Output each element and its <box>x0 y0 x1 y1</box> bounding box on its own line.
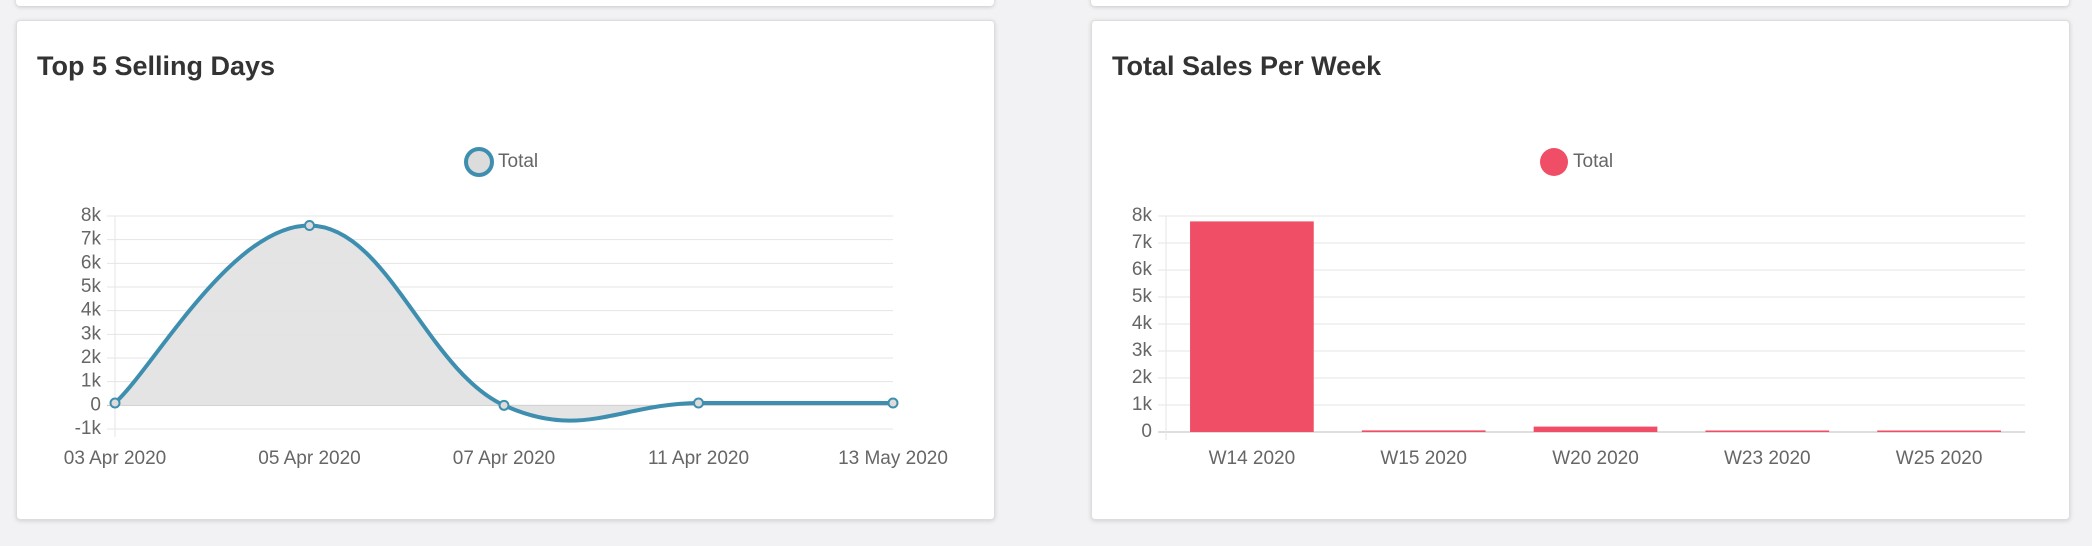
previous-card-edge <box>1091 0 2069 6</box>
data-point <box>109 397 121 409</box>
legend-label: Total <box>498 151 538 172</box>
bar <box>1705 430 1830 432</box>
y-tick-label: 4k <box>81 300 102 321</box>
y-tick-label: 5k <box>1132 286 1153 307</box>
data-point <box>498 399 510 411</box>
y-tick-label: 3k <box>1132 340 1153 361</box>
x-tick-label: W15 2020 <box>1380 448 1467 469</box>
data-point <box>887 397 899 409</box>
y-tick-label: -1k <box>75 418 102 439</box>
total-sales-per-week-chart: Total 8k 7k 6k 5k 4k 3k 2k 1k 0 W14 2020 W15 2020 W2… <box>1132 148 2025 469</box>
y-tick-label: 7k <box>81 229 102 250</box>
legend-label: Total <box>1573 151 1613 172</box>
x-tick-label: 07 Apr 2020 <box>453 448 555 469</box>
bar <box>1533 426 1658 432</box>
data-point <box>304 219 315 231</box>
series-line <box>113 223 894 423</box>
legend-marker <box>464 147 494 177</box>
y-tick-label: 1k <box>1132 394 1153 415</box>
x-tick-label: 03 Apr 2020 <box>64 448 166 469</box>
previous-card-edge <box>16 0 994 6</box>
x-tick-label: 11 Apr 2020 <box>648 448 749 469</box>
y-tick-label: 8k <box>81 205 102 226</box>
data-point <box>693 397 704 409</box>
x-tick-label: W14 2020 <box>1209 448 1296 469</box>
total-sales-per-week-card: Total Sales Per Week Total 8k 7k 6k 5k 4k 3k 2k… <box>1091 20 2070 520</box>
x-tick-label: 13 May 2020 <box>838 448 948 469</box>
x-tick-label: W20 2020 <box>1552 448 1639 469</box>
y-tick-label: 8k <box>1132 205 1153 226</box>
y-tick-label: 4k <box>1132 313 1153 334</box>
legend-marker <box>1540 148 1568 176</box>
y-tick-label: 6k <box>1132 259 1153 280</box>
bar <box>1361 430 1486 432</box>
y-tick-label: 5k <box>81 276 102 297</box>
area-fill <box>115 225 893 421</box>
x-tick-label: W23 2020 <box>1724 448 1811 469</box>
card-title: Top 5 Selling Days <box>37 51 276 81</box>
y-tick-label: 0 <box>1141 421 1152 442</box>
y-tick-label: 2k <box>1132 367 1153 388</box>
x-tick-label: 05 Apr 2020 <box>258 448 360 469</box>
bar <box>1190 221 1314 432</box>
y-tick-label: 2k <box>81 347 102 368</box>
y-tick-label: 1k <box>81 371 102 392</box>
top-selling-days-card: Top 5 Selling Days Total 8k 7k 6k 5k 4k 3k 2k 1k… <box>16 20 995 520</box>
y-tick-label: 3k <box>81 323 102 344</box>
y-tick-label: 0 <box>90 394 101 415</box>
card-title: Total Sales Per Week <box>1112 51 1382 81</box>
bar <box>1877 430 2001 432</box>
y-tick-label: 6k <box>81 252 102 273</box>
x-tick-label: W25 2020 <box>1896 448 1983 469</box>
y-tick-label: 7k <box>1132 232 1153 253</box>
